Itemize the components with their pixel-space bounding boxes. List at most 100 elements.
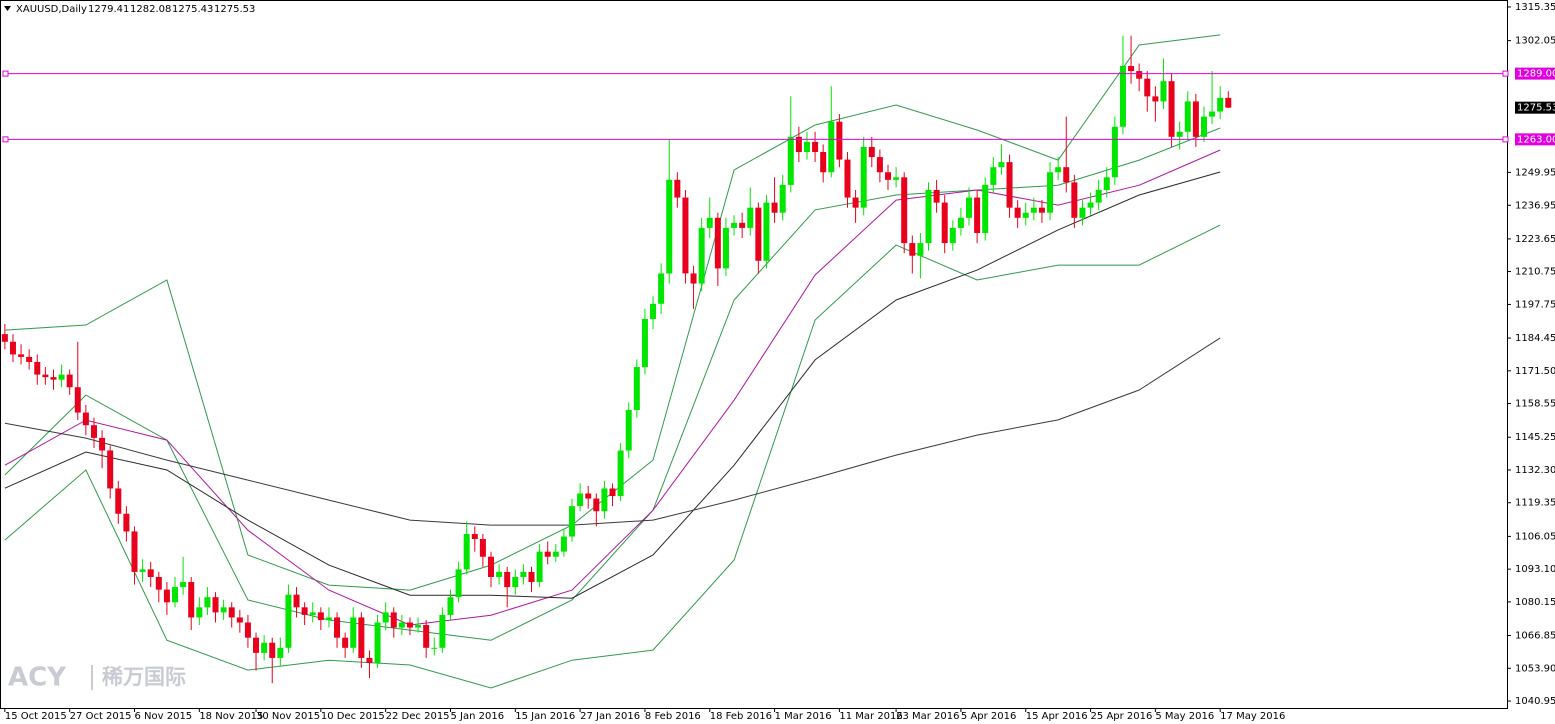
candle-body [812, 141, 819, 153]
candle-body [42, 374, 49, 378]
candle-body [236, 617, 243, 623]
candle-body [471, 533, 478, 540]
candle-body [520, 571, 527, 577]
y-tick-label: 1132.30 [1515, 465, 1555, 476]
header-high: 1282.08 [130, 4, 171, 15]
candle-body [739, 222, 746, 228]
y-tick-label: 1040.95 [1515, 696, 1555, 707]
candle-body [220, 607, 227, 613]
y-tick-label: 1249.95 [1515, 167, 1555, 178]
candle-body [917, 243, 924, 256]
price-label-box [1515, 101, 1555, 114]
candle-body [309, 612, 316, 615]
level-handle [2, 70, 9, 77]
candle-body [617, 450, 624, 497]
candle-body [731, 222, 738, 228]
x-tick-label: 5 Jan 2016 [450, 711, 504, 722]
candle-body [544, 551, 551, 557]
y-tick-label: 1066.85 [1515, 631, 1555, 642]
candle-body [18, 354, 25, 357]
y-tick-label: 1145.25 [1515, 432, 1555, 443]
candle-body [868, 146, 875, 158]
candle-body [852, 197, 859, 208]
candle-body [1063, 167, 1070, 183]
x-tick-label: 18 Feb 2016 [710, 711, 772, 722]
level-handle [1502, 70, 1509, 77]
candle-body [690, 273, 697, 284]
candle-body [188, 582, 195, 618]
price-label: 1275.53 [1517, 103, 1555, 114]
candle-body [860, 146, 867, 208]
candle-body [1038, 207, 1045, 213]
x-tick-label: 15 Oct 2015 [5, 711, 67, 722]
x-tick-label: 30 Nov 2015 [256, 711, 320, 722]
candle-body [244, 622, 251, 638]
candle-body [771, 202, 778, 213]
candle-body [228, 607, 235, 618]
candle-body [1136, 71, 1143, 79]
candle-body [941, 202, 948, 244]
candle-body [1176, 131, 1183, 137]
candle-body [180, 582, 187, 588]
candle-body [1184, 101, 1191, 132]
level-label-box [1515, 67, 1555, 80]
level-label-box [1515, 133, 1555, 146]
candle-body [609, 488, 616, 497]
candle-body [9, 341, 16, 355]
candle-body [447, 597, 454, 615]
x-tick-label: 18 Nov 2015 [199, 711, 263, 722]
candle-body [577, 493, 584, 507]
candle-body [74, 387, 81, 413]
candle-body [998, 162, 1005, 168]
candle-body [585, 493, 592, 499]
candle-body [1128, 66, 1135, 72]
candle-body [1, 334, 8, 342]
candle-body [714, 217, 721, 269]
candle-body [1030, 207, 1037, 213]
indicator-line [4, 149, 1221, 626]
x-tick-label: 15 Apr 2016 [1026, 711, 1088, 722]
x-tick-label: 15 Jan 2016 [515, 711, 575, 722]
x-tick-label: 27 Oct 2015 [70, 711, 132, 722]
candle-body [504, 571, 511, 588]
x-tick-label: 1 Mar 2016 [775, 711, 832, 722]
candle-body [901, 177, 908, 244]
candle-body [1225, 97, 1232, 108]
candle-body [1160, 81, 1167, 102]
candle-body [358, 617, 365, 658]
candle-body [1200, 116, 1207, 137]
candle-body [253, 637, 260, 653]
candle-body [747, 207, 754, 228]
candle-body [147, 569, 154, 577]
candle-body [398, 622, 405, 628]
candle-body [763, 202, 770, 261]
candle-body [82, 412, 89, 426]
candle-body [115, 488, 122, 514]
menu-arrow [4, 6, 11, 11]
candle-body [1071, 182, 1078, 218]
candle-body [415, 625, 422, 628]
candle-body [560, 536, 567, 552]
y-tick-label: 1158.55 [1515, 399, 1555, 410]
candle-body [99, 437, 106, 451]
y-tick-label: 1236.95 [1515, 200, 1555, 211]
candle-body [674, 179, 681, 198]
candle-body [625, 410, 632, 451]
candle-body [342, 637, 349, 648]
header-open: 1279.41 [88, 4, 129, 15]
candle-body [682, 197, 689, 274]
candle-body [1095, 189, 1102, 203]
candle-body [66, 374, 73, 388]
candle-body [658, 273, 665, 304]
indicator-line [4, 224, 1221, 689]
candle-body [374, 622, 381, 663]
candle-body [1006, 162, 1013, 208]
candle-body [1168, 81, 1175, 137]
x-tick-label: 27 Jan 2016 [580, 711, 640, 722]
candle-body [876, 157, 883, 173]
candle-body [131, 531, 138, 572]
candle-body [966, 197, 973, 218]
candle-body [641, 318, 648, 368]
